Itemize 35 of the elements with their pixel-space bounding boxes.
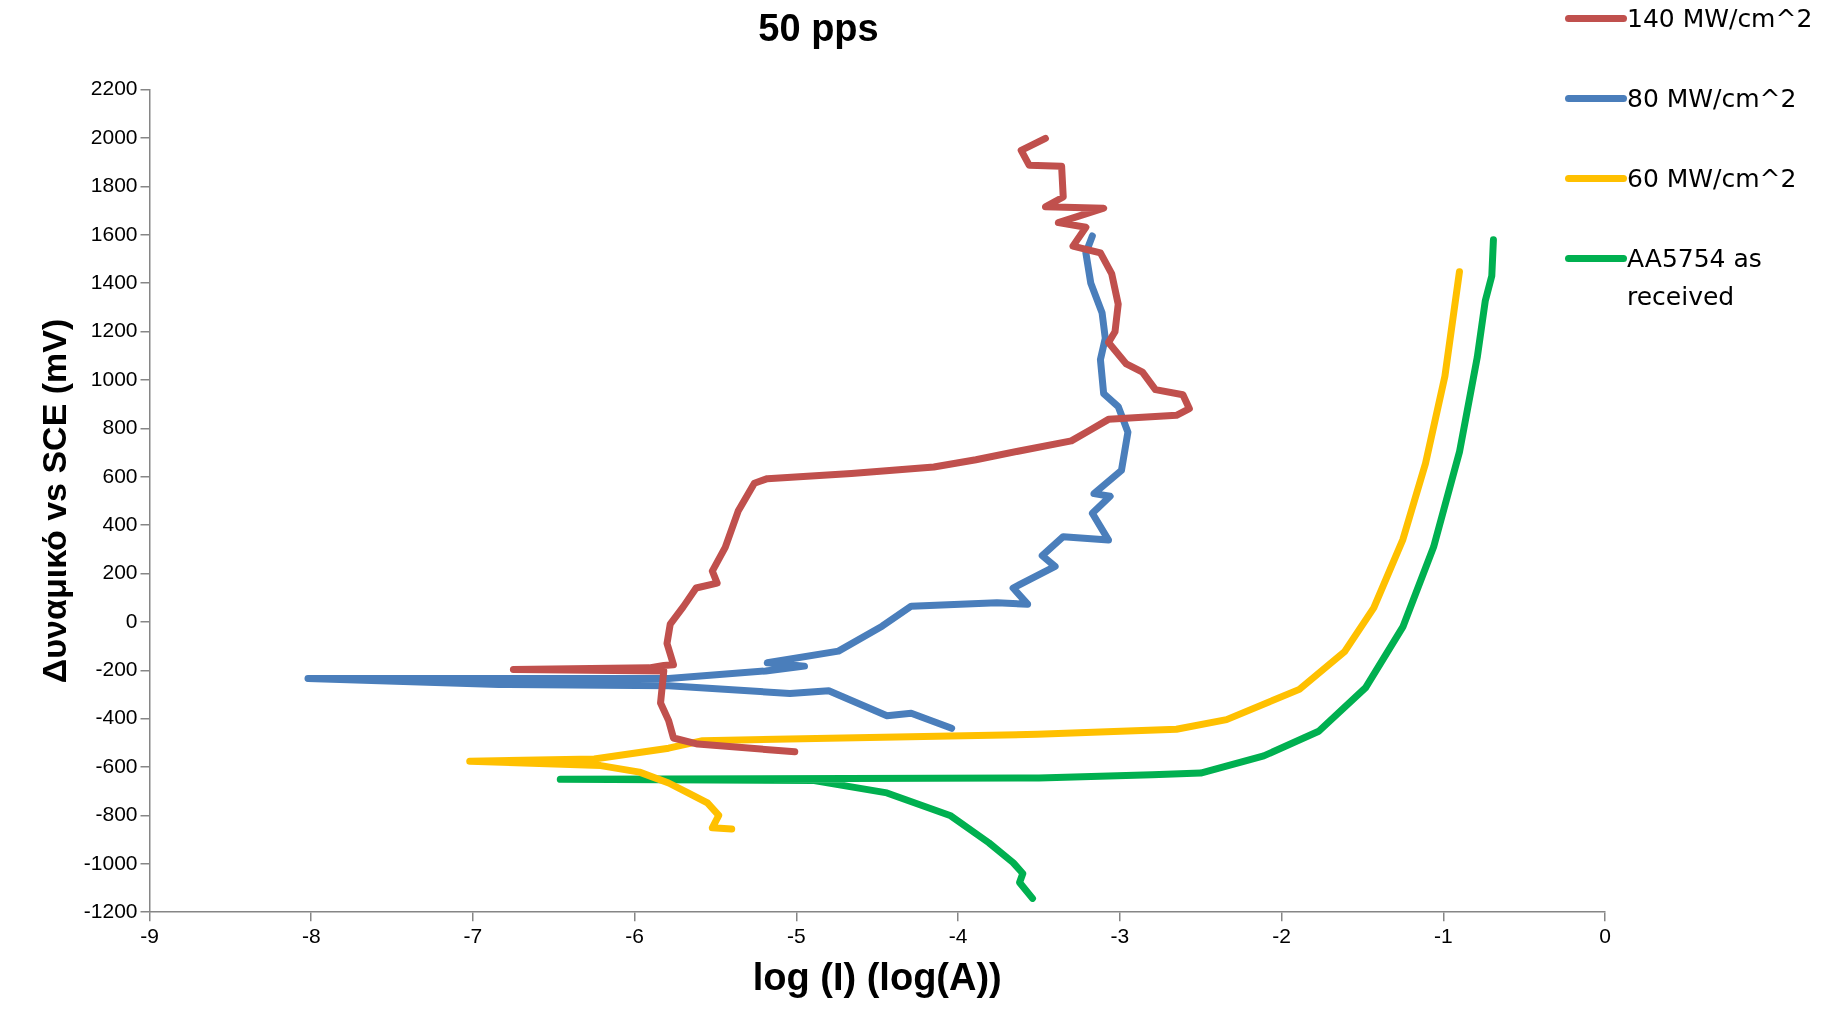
x-tick-label: -9 xyxy=(140,923,159,947)
legend-label: AA5754 as received xyxy=(1627,243,1763,313)
legend-label: 140 MW/cm^2 xyxy=(1627,3,1814,35)
legend-label: 80 MW/cm^2 xyxy=(1627,83,1798,115)
y-tick-label: -1000 xyxy=(83,850,138,874)
x-tick-label: -7 xyxy=(463,923,483,947)
x-tick-label: -8 xyxy=(301,923,321,947)
y-tick-label: 600 xyxy=(102,463,138,487)
legend-label: 60 MW/cm^2 xyxy=(1627,163,1798,195)
y-tick-label: 1800 xyxy=(90,173,138,197)
y-tick-label: -800 xyxy=(95,802,138,826)
chart-title: 50 pps xyxy=(758,7,879,50)
y-tick-label: 2000 xyxy=(90,124,138,148)
y-tick-label: 800 xyxy=(102,415,138,439)
x-tick-label: -1 xyxy=(1433,923,1453,947)
y-tick-label: 1000 xyxy=(90,366,138,390)
x-tick-label: -5 xyxy=(787,923,806,947)
y-tick-label: 0 xyxy=(125,608,138,632)
y-tick-label: -400 xyxy=(95,705,138,729)
x-tick-label: -3 xyxy=(1110,923,1130,947)
y-tick-label: 2200 xyxy=(90,76,138,100)
y-tick-label: 200 xyxy=(102,560,138,584)
y-tick-label: -600 xyxy=(95,753,138,777)
y-tick-label: 400 xyxy=(102,511,138,535)
x-tick-label: -6 xyxy=(625,923,645,947)
y-tick-label: 1600 xyxy=(90,221,138,245)
x-tick-label: -4 xyxy=(948,923,968,947)
y-tick-label: 1400 xyxy=(90,269,138,293)
y-axis-title: Δυναμικό vs SCE (mV) xyxy=(34,318,73,684)
y-tick-label: -200 xyxy=(95,657,138,681)
x-tick-label: 0 xyxy=(1599,923,1611,947)
y-tick-label: 1200 xyxy=(90,318,138,342)
x-tick-label: -2 xyxy=(1272,923,1291,947)
x-axis-title: log (I) (log(A)) xyxy=(752,955,1002,998)
y-tick-label: -1200 xyxy=(83,899,138,922)
